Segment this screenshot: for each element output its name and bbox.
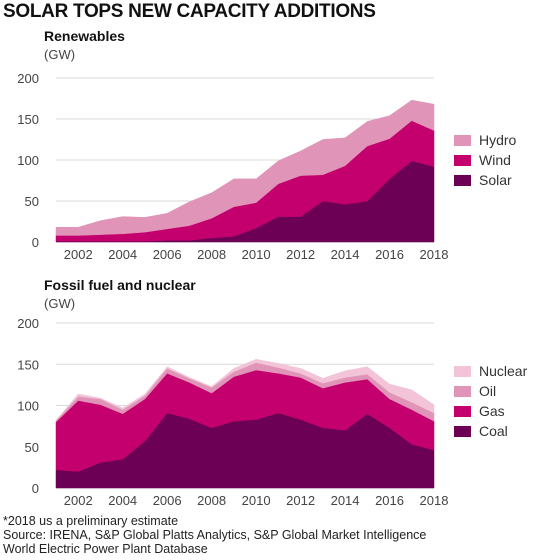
footnotes: *2018 us a preliminary estimate Source: … <box>3 514 426 556</box>
renewables-x-tick-label: 2008 <box>197 247 226 262</box>
fossil-x-tick-label: 2018 <box>420 493 449 508</box>
fossil-y-tick-label: 200 <box>17 316 39 331</box>
fossil-x-tick-label: 2002 <box>64 493 93 508</box>
renewables-area-hydro <box>55 99 435 236</box>
renewables-x-tick-label: 2018 <box>420 247 449 262</box>
fossil-y-tick-label: 100 <box>17 399 39 414</box>
fossil-legend-swatch-gas <box>454 406 471 417</box>
renewables-legend-label-hydro: Hydro <box>479 132 517 148</box>
fossil-legend-label-nuclear: Nuclear <box>479 363 528 379</box>
fossil-y-tick-label: 0 <box>32 481 39 496</box>
fossil-legend-swatch-nuclear <box>454 366 471 377</box>
renewables-y-tick-label: 150 <box>17 112 39 127</box>
page-title: SOLAR TOPS NEW CAPACITY ADDITIONS <box>3 1 376 22</box>
fossil-legend-label-oil: Oil <box>479 383 496 399</box>
renewables-x-tick-label: 2004 <box>108 247 137 262</box>
fossil-legend-label-coal: Coal <box>479 423 508 439</box>
renewables-y-unit: (GW) <box>44 47 76 62</box>
fossil-x-tick-label: 2004 <box>108 493 137 508</box>
renewables-x-tick-label: 2010 <box>242 247 271 262</box>
fossil-x-tick-label: 2008 <box>197 493 226 508</box>
fossil-x-tick-label: 2016 <box>375 493 404 508</box>
fossil-chart: 0 50 100 150 200 2002 2004 2006 2008 2010 2012 2014… <box>17 316 527 508</box>
renewables-y-tick-label: 0 <box>32 235 39 250</box>
footnote-source-cont: World Electric Power Plant Database <box>3 542 208 556</box>
renewables-legend-swatch-hydro <box>454 135 471 146</box>
renewables-y-tick-label: 200 <box>17 71 39 86</box>
fossil-y-tick-label: 150 <box>17 357 39 372</box>
renewables-x-tick-label: 2002 <box>64 247 93 262</box>
renewables-x-tick-label: 2012 <box>286 247 315 262</box>
fossil-area-nuclear <box>55 359 435 421</box>
renewables-x-tick-label: 2006 <box>153 247 182 262</box>
fossil-x-tick-label: 2006 <box>153 493 182 508</box>
renewables-legend-swatch-wind <box>454 155 471 166</box>
fossil-x-tick-label: 2010 <box>242 493 271 508</box>
renewables-legend-swatch-solar <box>454 175 471 186</box>
renewables-y-tick-label: 50 <box>25 194 39 209</box>
fossil-legend-label-gas: Gas <box>479 403 505 419</box>
footnote-source: Source: IRENA, S&P Global Platts Analyti… <box>3 528 427 542</box>
fossil-legend-swatch-oil <box>454 386 471 397</box>
renewables-x-tick-label: 2016 <box>375 247 404 262</box>
fossil-x-tick-label: 2014 <box>331 493 360 508</box>
renewables-y-tick-label: 100 <box>17 153 39 168</box>
fossil-legend-swatch-coal <box>454 426 471 437</box>
renewables-legend-label-solar: Solar <box>479 172 512 188</box>
renewables-chart: 0 50 100 150 200 2002 2004 2006 2008 2010 2012 2014… <box>17 71 516 262</box>
renewables-legend-label-wind: Wind <box>479 152 511 168</box>
renewables-x-tick-label: 2014 <box>331 247 360 262</box>
fossil-x-tick-label: 2012 <box>286 493 315 508</box>
renewables-chart-title: Renewables <box>44 28 125 44</box>
fossil-y-tick-label: 50 <box>25 440 39 455</box>
fossil-chart-title: Fossil fuel and nuclear <box>44 277 196 293</box>
footnote-estimate: *2018 us a preliminary estimate <box>3 514 179 528</box>
fossil-y-unit: (GW) <box>44 296 76 311</box>
